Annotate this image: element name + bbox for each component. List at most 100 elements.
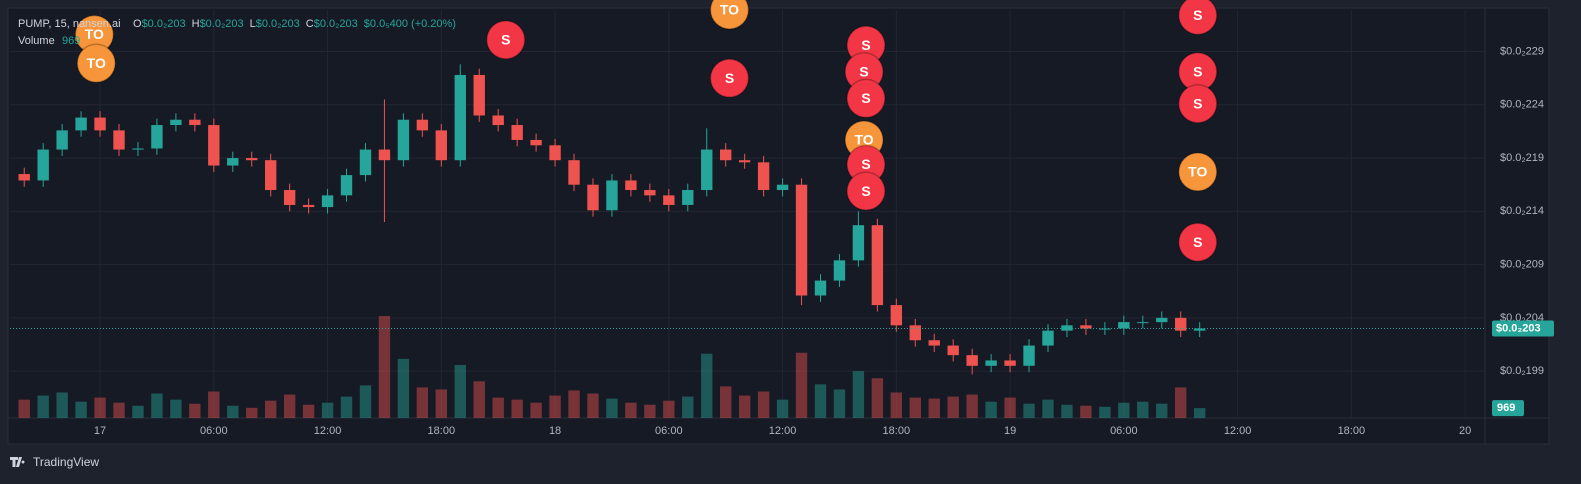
last-price-label: $0.0₂203 (1496, 322, 1541, 334)
y-tick-label: $0.0₂219 (1500, 152, 1544, 164)
x-tick-label: 18:00 (1338, 425, 1366, 437)
signal-bubble (1178, 222, 1218, 262)
signal-bubble (76, 43, 117, 84)
volume-bar (94, 397, 106, 418)
volume-bar (189, 403, 201, 418)
volume-bar (473, 381, 485, 418)
volume-bar (151, 393, 163, 418)
volume-bar (397, 358, 410, 418)
signal-label: TO (854, 132, 873, 148)
volume-bar (1156, 403, 1168, 418)
x-tick-label: 18 (549, 425, 561, 437)
y-tick-label: $0.0₂229 (1500, 45, 1544, 57)
volume-bar (890, 392, 903, 418)
candle-body (492, 115, 504, 126)
volume-bar (606, 398, 618, 418)
volume-bar (663, 400, 675, 418)
volume-bar (75, 401, 87, 418)
volume-bar (359, 385, 372, 418)
candle-body (1061, 325, 1073, 331)
candle-body (416, 119, 429, 131)
candle-body (682, 190, 694, 205)
volume-bar (454, 364, 466, 418)
candle-body (644, 190, 656, 196)
x-tick-label: 19 (1004, 425, 1016, 437)
ohlc-key: C (306, 18, 314, 30)
symbol-title: PUMP, 15, nansen.ai (18, 18, 121, 30)
x-tick-label: 12:00 (1224, 425, 1252, 437)
signal-label: S (861, 90, 870, 106)
volume-bar (852, 371, 865, 418)
volume-bar (644, 404, 656, 418)
y-tick-label: $0.0₂199 (1500, 365, 1544, 377)
candle-body (852, 225, 865, 261)
candle-body (625, 180, 637, 191)
brand-name: TradingView (33, 455, 99, 469)
volume-bar (720, 386, 732, 418)
signal-label: TO (720, 2, 739, 18)
candle-body (302, 204, 315, 208)
candle-body (947, 345, 959, 356)
last-price-tag (1492, 320, 1554, 337)
signal-bubble (1178, 0, 1218, 36)
volume-value: 969 (62, 35, 80, 47)
candle-body (75, 117, 87, 131)
volume-bar (302, 404, 315, 418)
volume-bar (909, 397, 921, 418)
volume-bar (56, 392, 68, 418)
change: $0.0₅400 (+0.20%) (364, 18, 456, 30)
ohlc-key: O (133, 18, 142, 30)
volume-bar (757, 391, 770, 418)
candle-body (1175, 317, 1187, 331)
x-tick-label: 12:00 (314, 425, 342, 437)
logo (10, 457, 25, 467)
signal-bubble (846, 78, 886, 119)
candle-body (1193, 328, 1206, 331)
volume-bar (1175, 387, 1187, 418)
candle-body (985, 360, 997, 366)
volume-bar (947, 396, 959, 418)
candle-body (720, 149, 732, 161)
candle-body (814, 280, 827, 296)
volume-bar (113, 402, 125, 418)
candle-body (18, 174, 30, 181)
volume-bar (378, 316, 391, 418)
ohlc-value: $0.0₂203 (200, 18, 244, 30)
ohlc-legend: O$0.0₂203 H$0.0₂203 L$0.0₂203 C$0.0₂203 $0.0… (133, 18, 456, 30)
candle-body (397, 119, 410, 161)
volume-bar (738, 395, 751, 418)
volume-bar (833, 389, 846, 418)
signal-label: TO (85, 26, 104, 42)
candle-body (378, 149, 391, 161)
candle-body (1118, 322, 1130, 329)
candle-body (776, 184, 789, 191)
candle-body (283, 190, 296, 205)
candle-body (587, 184, 599, 211)
signal-label: S (725, 70, 734, 86)
candle-body (1137, 322, 1149, 324)
volume-bar (416, 387, 429, 418)
candle-body (757, 162, 770, 191)
candle-body (170, 119, 182, 126)
candle-body (37, 149, 49, 181)
candle-body (1023, 345, 1035, 366)
volume-bar (1099, 406, 1111, 418)
candle-body (264, 160, 277, 191)
volume-tag-label: 969 (1497, 402, 1515, 414)
volume-bar (587, 393, 599, 418)
volume-bar (814, 384, 827, 418)
candle-body (359, 149, 372, 176)
x-tick-label: 12:00 (769, 425, 797, 437)
candle-body (1099, 328, 1111, 330)
signal-label: S (859, 63, 868, 79)
candle-body (568, 160, 580, 185)
candle-body (511, 125, 523, 140)
ohlc-key: L (250, 18, 256, 30)
volume-bar (321, 402, 334, 418)
signal-label: S (1193, 7, 1202, 23)
candle-body (606, 180, 618, 211)
candle-body (738, 160, 751, 163)
volume-bar (170, 399, 182, 418)
volume-bar (625, 402, 637, 418)
